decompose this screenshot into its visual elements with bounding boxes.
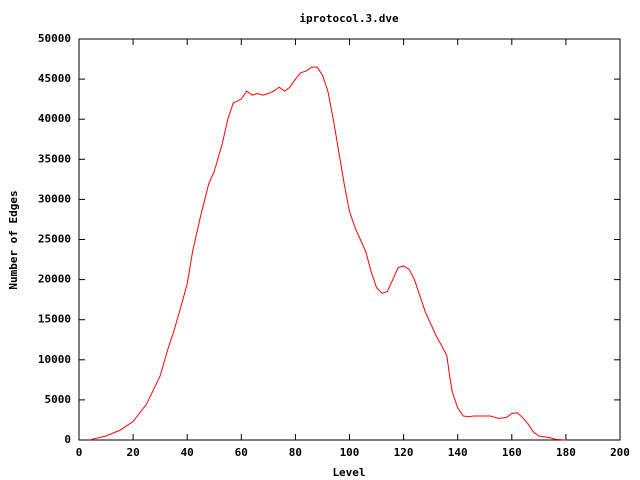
x-tick-label: 40 bbox=[181, 446, 194, 459]
y-tick-label: 35000 bbox=[38, 152, 71, 165]
x-tick-label: 140 bbox=[448, 446, 468, 459]
x-tick-label: 20 bbox=[126, 446, 139, 459]
data-line bbox=[89, 66, 566, 441]
y-tick-label: 40000 bbox=[38, 112, 71, 125]
y-tick-label: 30000 bbox=[38, 192, 71, 205]
y-tick-label: 45000 bbox=[38, 72, 71, 85]
x-tick-label: 180 bbox=[556, 446, 576, 459]
chart-title: iprotocol.3.dve bbox=[299, 12, 399, 25]
y-tick-label: 5000 bbox=[45, 393, 72, 406]
y-tick-label: 20000 bbox=[38, 273, 71, 286]
y-axis-label: Number of Edges bbox=[7, 190, 20, 289]
x-tick-label: 60 bbox=[235, 446, 248, 459]
plot-border bbox=[78, 38, 621, 441]
x-tick-label: 80 bbox=[289, 446, 302, 459]
x-tick-label: 200 bbox=[610, 446, 630, 459]
y-tick-label: 50000 bbox=[38, 32, 71, 45]
x-axis-label: Level bbox=[332, 466, 365, 479]
x-tick-label: 120 bbox=[394, 446, 414, 459]
x-tick-label: 100 bbox=[340, 446, 360, 459]
x-tick-label: 160 bbox=[502, 446, 522, 459]
x-tick-label: 0 bbox=[76, 446, 83, 459]
y-tick-label: 10000 bbox=[38, 353, 71, 366]
y-tick-label: 15000 bbox=[38, 313, 71, 326]
y-tick-label: 25000 bbox=[38, 233, 71, 246]
y-tick-label: 0 bbox=[64, 433, 71, 446]
